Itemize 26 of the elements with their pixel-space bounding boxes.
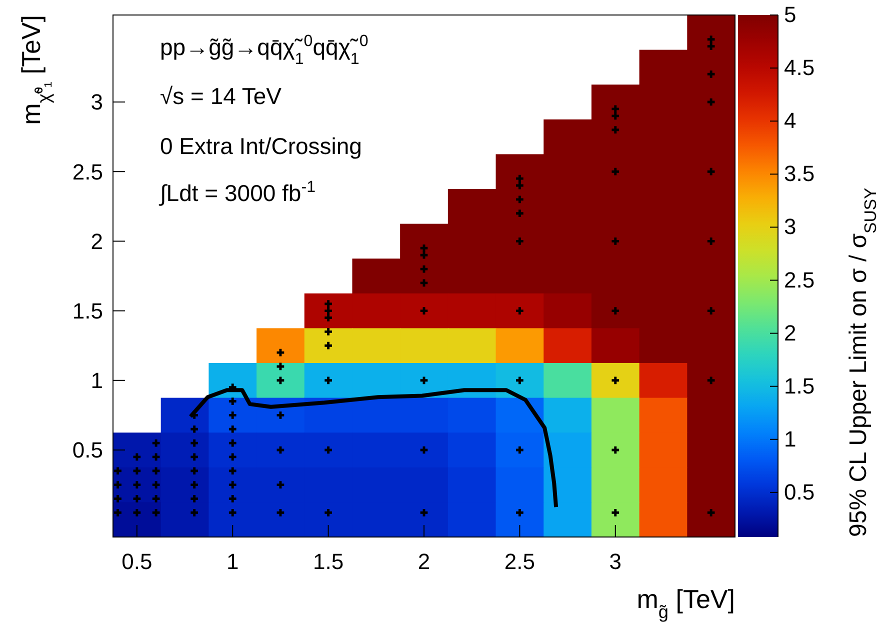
x-axis-title: m$_{g̃}$ [TeV] <box>636 584 735 622</box>
color-bar-label: 1.5 <box>784 373 815 398</box>
color-bar-label: 4.5 <box>784 55 815 80</box>
x-tick-label: 1 <box>226 549 239 574</box>
color-bar-label: 1 <box>784 426 796 452</box>
annotation: √s = 14 TeV <box>160 83 282 109</box>
color-bar-label: 4 <box>784 108 796 134</box>
x-tick-label: 1.5 <box>313 549 344 574</box>
y-tick-label: 1.5 <box>72 298 103 324</box>
color-bar-label: 2.5 <box>784 267 815 292</box>
color-bar-label: 3 <box>784 214 796 240</box>
y-tick-label: 3 <box>90 90 103 115</box>
color-bar-label: 3.5 <box>784 161 815 186</box>
x-tick-label: 3 <box>609 549 622 574</box>
annotation: 0 Extra Int/Crossing <box>160 133 362 159</box>
y-tick-label: 1 <box>90 368 103 394</box>
x-tick-label: 2.5 <box>504 549 535 574</box>
x-tick-label: 2 <box>418 549 430 574</box>
color-bar-label: 0.5 <box>784 479 815 504</box>
y-tick-label: 0.5 <box>72 438 103 463</box>
x-tick-label: 0.5 <box>122 549 152 574</box>
annotation: ∫Ldt = 3000 fb$^{-1}$ <box>158 178 316 206</box>
color-bar-label: 5 <box>784 2 796 28</box>
color-bar-label: 2 <box>784 320 796 346</box>
y-tick-label: 2 <box>90 228 103 254</box>
y-tick-label: 2.5 <box>72 159 103 184</box>
